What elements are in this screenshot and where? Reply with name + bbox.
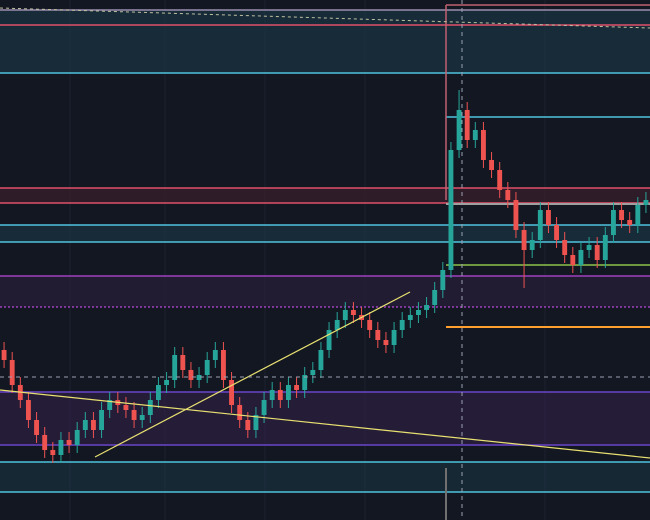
candle-body [188,370,194,380]
candle-body [74,430,80,445]
candle-body [554,225,559,240]
candle-body [611,210,616,235]
candle-body [50,450,56,455]
candle-body [123,405,129,410]
candle-body [562,240,568,255]
trend-line [94,291,411,458]
candle-body [602,235,608,260]
candle-body [269,390,275,400]
candle-body [570,255,576,265]
candle-body [432,290,438,305]
candle-body [481,130,486,160]
candle-body [537,210,543,240]
candle-body [180,355,186,370]
candle-body [253,415,259,430]
candle-body [245,420,251,430]
candle-body [383,340,389,345]
candle-body [147,400,153,415]
candle-body [456,110,462,150]
zone [0,462,650,492]
candle-body [277,390,283,400]
candle-body [529,240,535,250]
candle-body [221,350,226,380]
candle-body [286,385,291,400]
candle-body [66,440,72,445]
candle-body [107,400,113,410]
candle-body [99,410,104,430]
candle-body [294,385,299,390]
candle-body [448,150,454,270]
candle-body [505,190,511,200]
candle-body [326,330,332,350]
candle-body [586,245,592,250]
candle-body [310,370,316,375]
candle-body [9,360,15,385]
candle-body [172,355,178,380]
candle-body [26,400,31,420]
candle-body [139,415,145,420]
candle-body [635,205,641,225]
candle-body [302,375,308,390]
candle-body [391,330,397,345]
candle-body [619,210,624,220]
candle-body [229,380,234,405]
candle-body [318,350,324,370]
candle-body [424,305,429,310]
candle-body [196,375,202,380]
candle-body [334,320,340,330]
candle-body [1,350,7,360]
candle-body [643,200,649,205]
candle-body [34,420,39,435]
candle-body [399,320,405,330]
candle-body [497,170,503,190]
candle-body [464,110,470,140]
candle-body [521,230,527,250]
candle-body [91,420,96,430]
candle-body [440,270,446,290]
candle-body [627,220,633,225]
candle-body [237,405,243,420]
candle-body [367,320,373,330]
candle-body [164,380,169,385]
candle-body [416,310,421,315]
candle-body [82,420,88,430]
candle-body [375,330,381,340]
candle-body [594,245,600,260]
candle-body [546,210,551,225]
candle-body [489,160,494,170]
candle-body [42,435,48,450]
candle-body [156,385,161,400]
candle-body [212,350,218,360]
candle-body [342,310,348,320]
candle-body [351,310,356,315]
trend-line [0,7,650,29]
candle-body [58,440,64,455]
candle-body [578,250,584,265]
zone [0,10,650,73]
candle-body [204,360,210,375]
candle-body [407,315,413,320]
zone [0,225,650,242]
candle-body [472,130,478,140]
candle-body [513,200,519,230]
candle-body [131,410,137,420]
candle-body [261,400,267,415]
zone [0,276,650,307]
zone [0,188,650,203]
trend-line [0,389,650,459]
